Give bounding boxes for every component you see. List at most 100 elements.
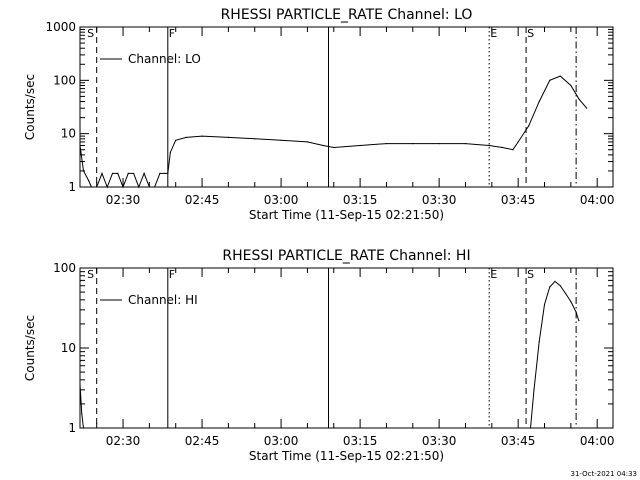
data-point [385,143,388,145]
data-point [138,186,140,188]
data-point [169,151,171,153]
data-point [578,320,580,322]
data-point [543,303,546,306]
legend-label: Channel: LO [128,52,201,66]
data-point [254,138,256,140]
timestamp-stamp: 31-Oct-2021 04:33 [571,470,637,478]
data-point [554,280,556,282]
x-tick-label: 03:45 [501,434,536,448]
chart-title: RHESSI PARTICLE_RATE Channel: HI [222,248,470,264]
x-tick-label: 03:00 [264,193,299,207]
y-tick-label: 1000 [45,20,76,34]
data-point [122,186,124,188]
y-tick-label: 10 [61,341,76,355]
x-tick-label: 03:45 [501,193,536,207]
data-point [528,125,530,127]
data-point [280,139,282,141]
event-marker-label: E [490,268,497,281]
y-tick-label: 100 [53,73,76,87]
data-point [101,172,103,174]
x-tick-label: 03:30 [422,193,457,207]
chart-panel-0: RHESSI PARTICLE_RATE Channel: LO Counts/s… [23,7,614,222]
data-point [148,186,150,188]
x-tick-label: 03:15 [343,193,378,207]
data-point [159,172,161,174]
data-point [412,143,414,145]
data-point [586,107,588,109]
data-point [533,389,535,391]
data-point [164,172,166,174]
data-point [464,143,467,145]
event-marker-label: F [169,268,175,281]
y-tick-label: 100 [53,261,76,275]
data-point [538,101,540,103]
data-point [570,301,572,303]
event-marker-label: F [169,27,175,40]
data-point [167,172,169,174]
x-axis-label: Start Time (11-Sep-15 02:21:50) [249,449,444,463]
data-point [438,143,440,145]
data-point [559,75,561,77]
data-point [359,144,361,147]
chart-title: RHESSI PARTICLE_RATE Channel: LO [221,7,473,23]
data-point [175,139,177,141]
event-marker-label: S [527,27,534,40]
legend: Channel: LO [100,52,201,66]
data-point [501,146,503,149]
y-tick-label: 10 [61,127,76,141]
data-point [549,79,551,81]
data-point [79,383,81,386]
x-tick-label: 04:00 [580,193,615,207]
legend: Channel: HI [100,293,198,307]
series-line [79,280,580,429]
chart-panel-1: RHESSI PARTICLE_RATE Channel: HI Counts/s… [23,248,614,463]
data-point [488,144,490,147]
data-point [201,135,203,137]
data-point [106,186,108,188]
x-tick-label: 02:45 [185,193,220,207]
data-point [333,146,335,149]
data-point [79,144,81,147]
data-point [127,172,129,174]
series-line [79,75,588,189]
x-tick-label: 03:30 [422,434,457,448]
data-point [81,413,83,415]
data-point [578,98,580,100]
data-point [306,141,308,143]
data-point [529,427,532,429]
data-point [559,285,561,287]
x-tick-label: 02:45 [185,434,220,448]
y-axis-label: Counts/sec [23,315,37,381]
x-tick-label: 03:00 [264,434,299,448]
data-point [549,286,551,288]
data-point [82,170,85,172]
data-point [185,136,187,138]
legend-label: Channel: HI [128,293,198,307]
data-point [82,427,85,429]
x-tick-label: 04:00 [580,434,615,448]
event-marker-label: S [87,27,94,40]
data-point [143,172,145,174]
data-point [575,311,577,313]
data-point [133,172,135,174]
y-tick-label: 1 [68,180,76,194]
data-point [512,149,514,151]
x-axis-label: Start Time (11-Sep-15 02:21:50) [249,208,444,222]
data-point [90,186,92,188]
event-marker-label: S [87,268,94,281]
data-point [322,144,324,147]
x-tick-label: 02:30 [106,193,141,207]
plot-frame [79,26,614,188]
y-tick-label: 1 [68,421,76,435]
data-point [517,141,519,143]
data-point [96,186,98,188]
data-point [154,186,156,188]
x-tick-label: 03:15 [343,434,378,448]
data-point [111,172,114,174]
data-point [117,172,119,174]
x-tick-label: 02:30 [106,434,141,448]
data-point [227,136,229,138]
data-point [570,84,572,87]
event-marker-label: S [527,268,534,281]
